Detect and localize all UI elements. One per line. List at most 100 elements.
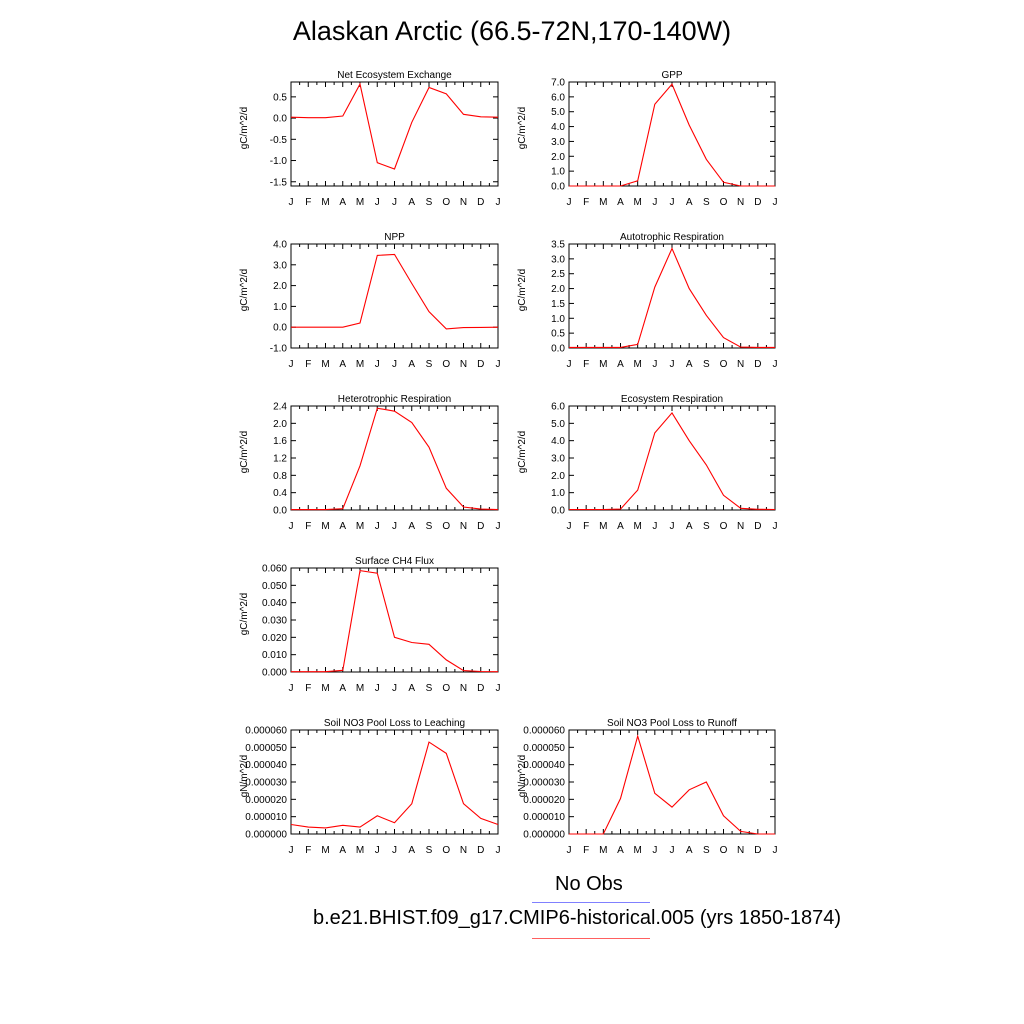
legend-line-no-obs [532, 902, 650, 903]
x-tick-label: A [617, 845, 624, 856]
series-line [290, 741, 499, 829]
panel-title: Soil NO3 Pool Loss to Leaching [324, 718, 465, 729]
x-tick-label: A [617, 359, 624, 370]
x-tick-label: F [305, 197, 311, 208]
x-tick-label: S [703, 521, 710, 532]
y-tick-label: 0.0 [273, 506, 287, 517]
y-tick-label: 2.0 [273, 281, 287, 292]
y-tick-label: 0.050 [262, 581, 287, 592]
x-tick-label: A [686, 359, 693, 370]
x-tick-label: M [321, 359, 329, 370]
x-tick-label: J [670, 521, 675, 532]
y-tick-label: 0.010 [262, 650, 287, 661]
x-tick-label: S [426, 683, 433, 694]
panel-soil-no3-pool-loss-to-leaching: Soil NO3 Pool Loss to LeachinggN/m^2/d0.… [239, 718, 501, 856]
x-tick-label: M [356, 197, 364, 208]
x-tick-label: F [583, 197, 589, 208]
plot-frame [290, 567, 499, 673]
plot-frame [568, 243, 776, 349]
panel-heterotrophic-respiration: Heterotrophic Respiration gC/m^2/d 2.4 2.0 1… [239, 394, 501, 532]
x-tick-label: J [289, 359, 294, 370]
plot-frame [290, 729, 499, 835]
y-tick-label: -1.5 [270, 177, 288, 188]
x-tick-label: D [477, 845, 484, 856]
x-tick-label: N [460, 845, 467, 856]
y-axis-label: gC/m^2/d [517, 269, 528, 312]
x-tick-label: M [599, 197, 607, 208]
x-tick-label: J [375, 845, 380, 856]
x-tick-label: S [703, 197, 710, 208]
x-tick-label: M [599, 845, 607, 856]
x-tick-label: D [477, 359, 484, 370]
x-tick-label: O [442, 521, 450, 532]
y-tick-label: 0.8 [273, 471, 287, 482]
x-tick-label: A [686, 521, 693, 532]
x-tick-label: M [599, 521, 607, 532]
x-tick-label: F [583, 359, 589, 370]
x-tick-label: O [720, 197, 728, 208]
y-tick-label: 0.000060 [245, 726, 287, 737]
x-tick-label: D [754, 359, 761, 370]
x-tick-label: M [356, 521, 364, 532]
y-tick-label: 0.0 [551, 344, 565, 355]
panel-autotrophic-respiration: Autotrophic Respiration gC/m^2/d 3.5 3.0 2.5… [517, 232, 778, 370]
y-tick-label: 0.000040 [245, 760, 287, 771]
y-tick-label: 5.0 [551, 107, 565, 118]
x-tick-label: J [289, 845, 294, 856]
x-tick-label: F [305, 845, 311, 856]
x-tick-label: D [477, 683, 484, 694]
x-tick-label: O [442, 359, 450, 370]
x-tick-label: J [652, 197, 657, 208]
y-tick-label: 2.0 [551, 152, 565, 163]
y-tick-label: -0.5 [270, 135, 288, 146]
y-tick-label: 1.6 [273, 436, 287, 447]
y-tick-label: 6.0 [551, 402, 565, 413]
y-tick-label: 3.0 [551, 454, 565, 465]
x-tick-label: M [599, 359, 607, 370]
x-tick-label: A [617, 521, 624, 532]
x-tick-label: M [356, 845, 364, 856]
x-tick-label: F [583, 845, 589, 856]
x-tick-label: F [305, 683, 311, 694]
plot-frame [568, 405, 776, 511]
y-tick-label: 0.000010 [245, 812, 287, 823]
x-tick-label: D [477, 197, 484, 208]
x-tick-label: N [460, 683, 467, 694]
plot-frame [290, 243, 499, 349]
x-tick-label: J [392, 683, 397, 694]
y-tick-label: 3.0 [551, 254, 565, 265]
x-tick-label: F [583, 521, 589, 532]
x-tick-label: F [305, 521, 311, 532]
x-tick-label: S [426, 197, 433, 208]
x-tick-label: J [496, 845, 501, 856]
x-tick-label: J [496, 359, 501, 370]
series-line [569, 247, 775, 348]
x-tick-label: M [633, 359, 641, 370]
y-tick-label: 2.5 [551, 269, 565, 280]
x-tick-label: J [375, 197, 380, 208]
legend-label-model-run: b.e21.BHIST.f09_g17.CMIP6-historical.005… [313, 907, 842, 929]
y-axis-label: gC/m^2/d [239, 593, 250, 636]
panel-title: Soil NO3 Pool Loss to Runoff [607, 718, 737, 729]
y-tick-label: 0.000050 [245, 743, 287, 754]
x-tick-label: O [720, 521, 728, 532]
x-tick-label: J [289, 683, 294, 694]
x-tick-label: J [567, 521, 572, 532]
y-axis-label: gC/m^2/d [239, 269, 250, 312]
y-tick-label: 0.000040 [523, 760, 565, 771]
y-tick-label: 0.0 [551, 506, 565, 517]
x-tick-label: D [754, 521, 761, 532]
plot-frame [568, 81, 776, 187]
x-tick-label: J [375, 359, 380, 370]
y-tick-label: 3.0 [551, 137, 565, 148]
x-tick-label: S [426, 359, 433, 370]
x-tick-label: A [686, 197, 693, 208]
legend-label-no-obs: No Obs [555, 873, 623, 895]
x-tick-label: J [289, 521, 294, 532]
x-tick-label: A [339, 197, 346, 208]
x-tick-label: A [408, 683, 415, 694]
y-axis-label: gC/m^2/d [517, 107, 528, 150]
